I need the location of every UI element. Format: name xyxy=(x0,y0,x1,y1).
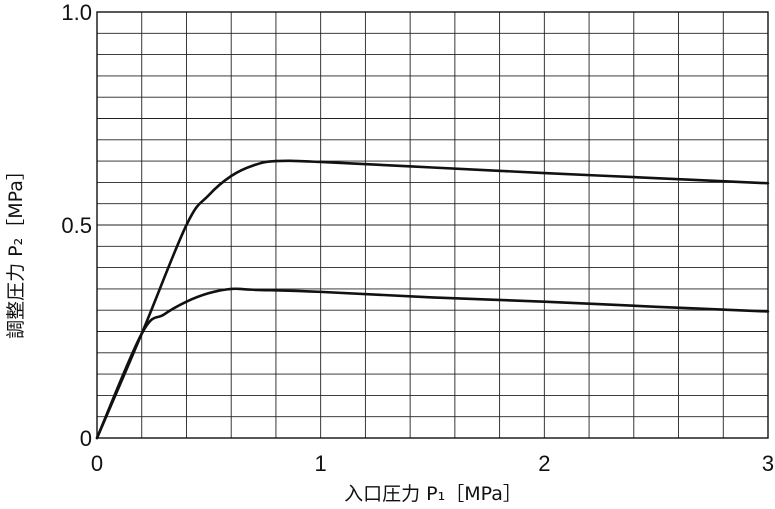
y-tick-labels: 0 0.5 1.0 xyxy=(61,0,92,451)
plot-frame xyxy=(96,11,769,439)
x-tick-label: 2 xyxy=(538,451,550,476)
chart-curves xyxy=(95,159,770,440)
x-tick-labels: 0 1 2 3 xyxy=(91,451,774,476)
chart-grid xyxy=(97,12,768,438)
y-tick-label: 0 xyxy=(80,426,92,451)
x-axis-label: 入口圧力 P₁［MPa］ xyxy=(344,483,522,505)
x-tick-label: 0 xyxy=(91,451,103,476)
y-axis-label: 調整圧力 P₂［MPa］ xyxy=(5,161,27,339)
series-1-line xyxy=(95,159,770,440)
x-tick-label: 3 xyxy=(762,451,774,476)
y-tick-label: 0.5 xyxy=(61,213,92,238)
y-tick-label: 1.0 xyxy=(61,0,92,25)
series-2-line xyxy=(95,287,770,440)
x-tick-label: 1 xyxy=(315,451,327,476)
